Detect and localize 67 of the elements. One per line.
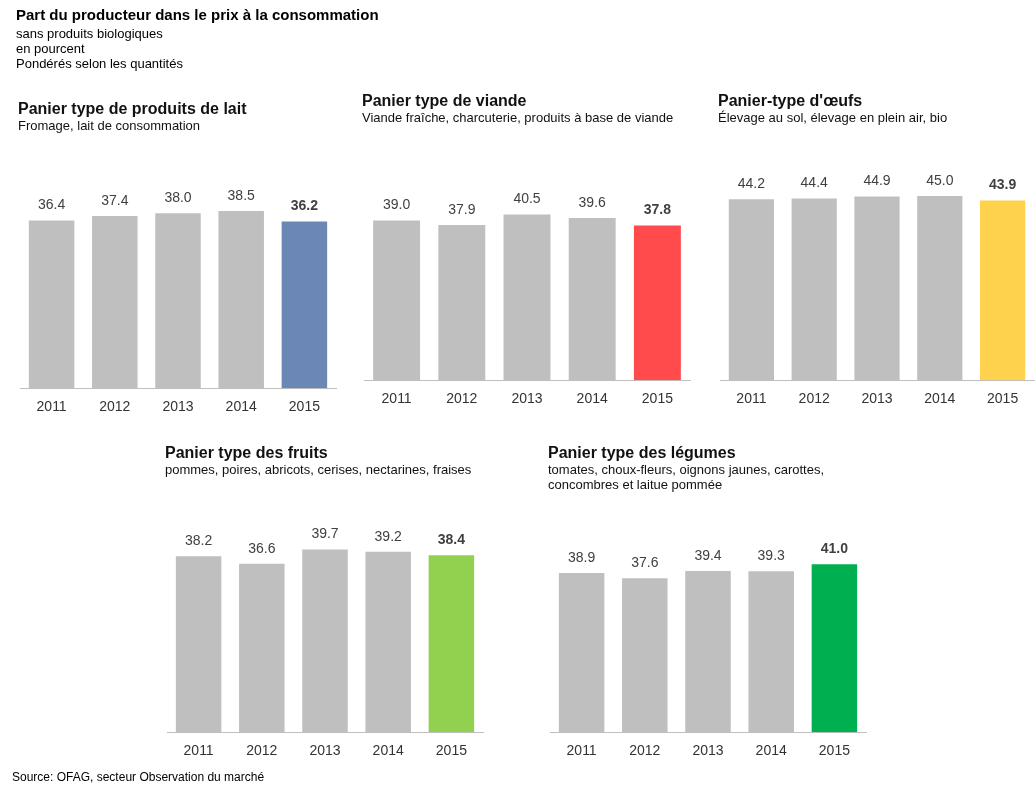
chart-title: Panier type des légumes [548, 444, 737, 462]
bar [428, 555, 475, 733]
chart-title: Panier-type d'œufs [718, 92, 864, 110]
data-label: 39.4 [694, 546, 722, 563]
data-label: 37.6 [631, 554, 659, 571]
chart-title: Panier type des fruits [165, 444, 329, 462]
bar [633, 225, 681, 381]
x-tick-label: 2013 [861, 390, 893, 407]
data-label: 39.0 [382, 196, 411, 213]
data-label: 39.3 [757, 547, 786, 564]
x-tick-label: 2014 [576, 390, 608, 407]
data-label: 38.2 [184, 532, 213, 549]
x-tick-label: 2015 [641, 390, 674, 407]
chart-subtitle: pommes, poires, abricots, cerises, nectarines, fraises [165, 462, 473, 479]
bar [281, 221, 328, 389]
chart-subtitle: Élevage au sol, élevage en plein air, bio [718, 110, 949, 127]
data-label: 38.9 [567, 548, 596, 565]
data-label: 40.5 [513, 190, 541, 207]
x-tick-label: 2011 [736, 390, 767, 407]
data-label: 37.4 [101, 191, 129, 208]
x-tick-label: 2014 [755, 742, 787, 759]
text: Part du producteur dans le prix à la consommation [16, 6, 379, 23]
chart-subtitle: Fromage, lait de consommation [18, 118, 202, 135]
x-tick-label: 2011 [36, 398, 67, 415]
data-label: 43.9 [988, 176, 1017, 193]
data-label: 36.2 [290, 197, 319, 214]
data-label: 36.4 [37, 196, 66, 213]
x-tick-label: 2011 [381, 390, 412, 407]
data-label: 38.0 [164, 189, 192, 206]
x-tick-label: 2013 [511, 390, 543, 407]
x-tick-label: 2011 [183, 742, 214, 759]
x-tick-label: 2013 [309, 742, 341, 759]
chart-title: Panier type de produits de lait [18, 100, 248, 118]
x-tick-label: 2011 [566, 742, 597, 759]
data-label: 41.0 [820, 540, 849, 557]
data-label: 38.5 [227, 186, 256, 203]
x-tick-label: 2014 [924, 390, 956, 407]
data-label: 39.6 [578, 193, 607, 210]
x-tick-label: 2012 [446, 390, 478, 407]
x-tick-label: 2015 [987, 390, 1019, 407]
x-tick-label: 2014 [225, 398, 257, 415]
x-tick-label: 2012 [246, 742, 278, 759]
chart-subtitle: Viande fraîche, charcuterie, produits à base de viande [362, 110, 675, 127]
data-label: 44.2 [737, 175, 766, 192]
source-note: Source: OFAG, secteur Observation du marché [12, 770, 265, 784]
data-label: 36.6 [248, 539, 276, 556]
chart-subtitle: tomates, choux-fleurs, oignons jaunes, carottes, concombres et laitue pommée [548, 462, 826, 494]
text: sans produits biologiques en pourcent Pondérés selon les quantités [16, 26, 183, 71]
x-tick-label: 2015 [288, 398, 321, 415]
bar [811, 564, 858, 733]
data-label: 39.7 [311, 525, 339, 542]
data-label: 45.0 [926, 171, 954, 188]
x-tick-label: 2012 [798, 390, 830, 407]
x-tick-label: 2013 [692, 742, 724, 759]
data-label: 38.4 [437, 531, 466, 548]
x-tick-label: 2015 [435, 742, 468, 759]
chart-title: Panier type de viande [362, 92, 528, 110]
data-label: 37.9 [448, 200, 476, 217]
data-label: 39.2 [374, 527, 403, 544]
x-tick-label: 2015 [818, 742, 851, 759]
data-label: 44.9 [863, 172, 891, 189]
x-tick-label: 2012 [629, 742, 661, 759]
data-label: 37.8 [643, 201, 672, 218]
x-tick-label: 2014 [372, 742, 404, 759]
x-tick-label: 2013 [162, 398, 194, 415]
x-tick-label: 2012 [99, 398, 131, 415]
data-label: 44.4 [800, 174, 829, 191]
